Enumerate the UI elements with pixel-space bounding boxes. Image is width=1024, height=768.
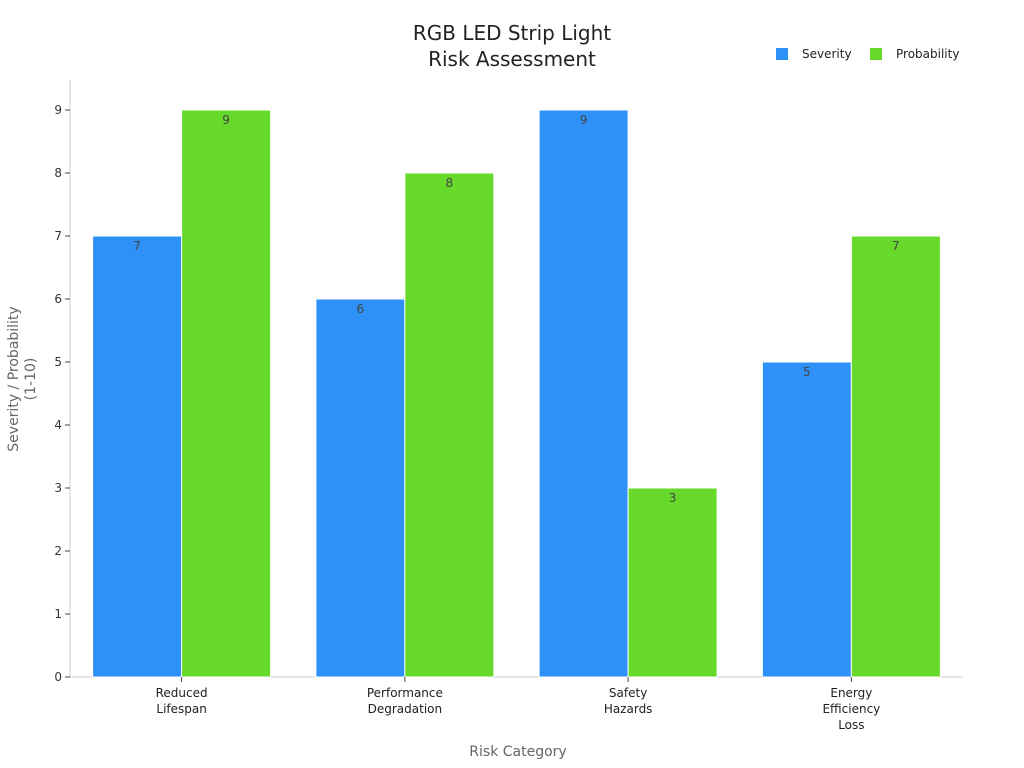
x-category-label: Reduced [156, 686, 208, 700]
bar-value-label: 8 [446, 176, 454, 190]
y-tick-label: 3 [54, 481, 62, 495]
x-category-label: Performance [367, 686, 443, 700]
legend-swatch-severity [776, 48, 788, 60]
x-category-label: Energy [830, 686, 872, 700]
x-category-label: Efficiency [822, 702, 880, 716]
chart-title-line-2: Risk Assessment [428, 47, 596, 71]
y-axis-title-line-2: (1-10) [23, 358, 39, 401]
legend-label-severity: Severity [802, 47, 852, 61]
bar-probability-3 [627, 487, 718, 678]
legend-label-probability: Probability [896, 47, 959, 61]
y-tick-label: 7 [54, 229, 62, 243]
bar-value-label: 9 [222, 113, 230, 127]
y-tick-label: 0 [54, 670, 62, 684]
y-tick-label: 4 [54, 418, 62, 432]
bar-value-label: 5 [803, 365, 811, 379]
bar-probability-1 [181, 109, 272, 678]
y-tick-label: 5 [54, 355, 62, 369]
legend-swatch-probability [870, 48, 882, 60]
chart-title-line-1: RGB LED Strip Light [413, 21, 611, 45]
bar-value-label: 7 [892, 239, 900, 253]
x-category-label: Hazards [604, 702, 653, 716]
y-axis-title-line-1: Severity / Probability [6, 306, 22, 451]
bar-severity-3 [538, 109, 629, 678]
bar-value-label: 7 [133, 239, 141, 253]
x-category-label: Safety [609, 686, 647, 700]
x-category-label: Lifespan [156, 702, 206, 716]
bar-probability-2 [404, 172, 495, 678]
y-tick-label: 8 [54, 166, 62, 180]
bar-severity-2 [315, 298, 406, 678]
x-category-label: Loss [838, 718, 864, 732]
x-category-label: Degradation [368, 702, 442, 716]
bar-value-label: 6 [357, 302, 365, 316]
x-axis-title: Risk Category [469, 744, 566, 760]
x-axis-category-labels: Reduced Lifespan Performance Degradation Saf… [156, 677, 880, 732]
bar-severity-1 [92, 235, 183, 678]
bar-probability-4 [850, 235, 941, 678]
y-tick-label: 9 [54, 103, 62, 117]
y-tick-label: 1 [54, 607, 62, 621]
bar-value-label: 3 [669, 491, 677, 505]
bar-severity-4 [761, 361, 852, 678]
y-axis-ticks: 0 1 2 3 4 5 6 7 8 9 [54, 103, 70, 684]
y-tick-label: 2 [54, 544, 62, 558]
bar-value-label: 9 [580, 113, 588, 127]
y-tick-label: 6 [54, 292, 62, 306]
legend: Severity Probability [776, 47, 959, 61]
bars: 7 9 6 8 9 3 5 7 [92, 109, 941, 678]
